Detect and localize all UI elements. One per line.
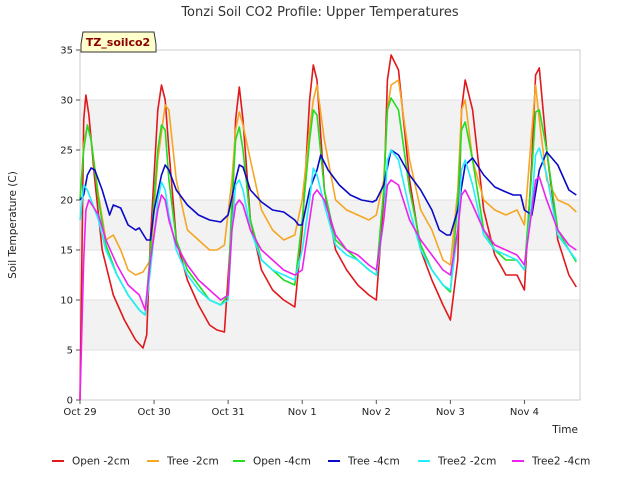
x-tick-label: Nov 4 — [510, 407, 539, 418]
series-line-tree-2cm — [79, 79, 577, 276]
legend-label: Tree2 -4cm — [531, 456, 590, 468]
x-axis-ticks: Oct 29 Oct 30 Oct 31 Nov 1 Nov 2 Nov 3 Nov 4 — [63, 400, 539, 418]
grid-band — [80, 300, 580, 350]
x-tick-label: Oct 29 — [63, 407, 96, 418]
legend-item: Tree2 -4cm — [512, 456, 590, 468]
x-tick-label: Nov 2 — [362, 407, 391, 418]
legend-label: Tree -4cm — [347, 456, 400, 468]
x-tick-label: Oct 31 — [212, 407, 245, 418]
legend-item: Open -4cm — [233, 456, 311, 468]
y-tick-label: 10 — [60, 296, 73, 307]
y-tick-label: 5 — [67, 346, 73, 357]
x-tick-label: Nov 1 — [288, 407, 317, 418]
x-tick-label: Oct 30 — [137, 407, 170, 418]
badge-box — [80, 31, 157, 53]
series-line-tree2-4cm — [79, 176, 577, 401]
series-lines — [79, 54, 577, 401]
legend-item: Tree -4cm — [328, 456, 400, 468]
x-axis-label: Time — [551, 424, 578, 436]
y-tick-label: 15 — [60, 246, 73, 257]
legend-item: Tree -2cm — [147, 456, 219, 468]
plot-frame — [79, 49, 581, 401]
legend-label: Tree -2cm — [166, 456, 219, 468]
y-axis-ticks: 0 5 10 15 20 25 30 35 — [60, 46, 80, 407]
grid-band — [80, 100, 580, 150]
series-line-open-4cm — [79, 97, 577, 316]
y-tick-label: 35 — [60, 46, 73, 57]
y-tick-label: 20 — [60, 196, 73, 207]
series-line-tree-4cm — [79, 149, 577, 241]
legend-label: Open -2cm — [72, 456, 130, 468]
y-axis-label: Soil Temperature (C) — [7, 171, 19, 279]
site-badge: TZ_soilco2 — [80, 31, 157, 53]
y-tick-label: 30 — [60, 96, 73, 107]
badge-label: TZ_soilco2 — [86, 36, 150, 49]
legend-item: Open -2cm — [52, 456, 130, 468]
legend-item: Tree2 -2cm — [418, 456, 496, 468]
legend-label: Open -4cm — [253, 456, 311, 468]
x-tick-label: Nov 3 — [436, 407, 465, 418]
legend: Open -2cm Tree -2cm Open -4cm Tree -4cm Tree… — [52, 456, 590, 468]
legend-label: Tree2 -2cm — [437, 456, 496, 468]
y-tick-label: 0 — [67, 396, 73, 407]
y-tick-label: 25 — [60, 146, 73, 157]
chart-title: Tonzi Soil CO2 Profile: Upper Temperatur… — [180, 5, 459, 20]
